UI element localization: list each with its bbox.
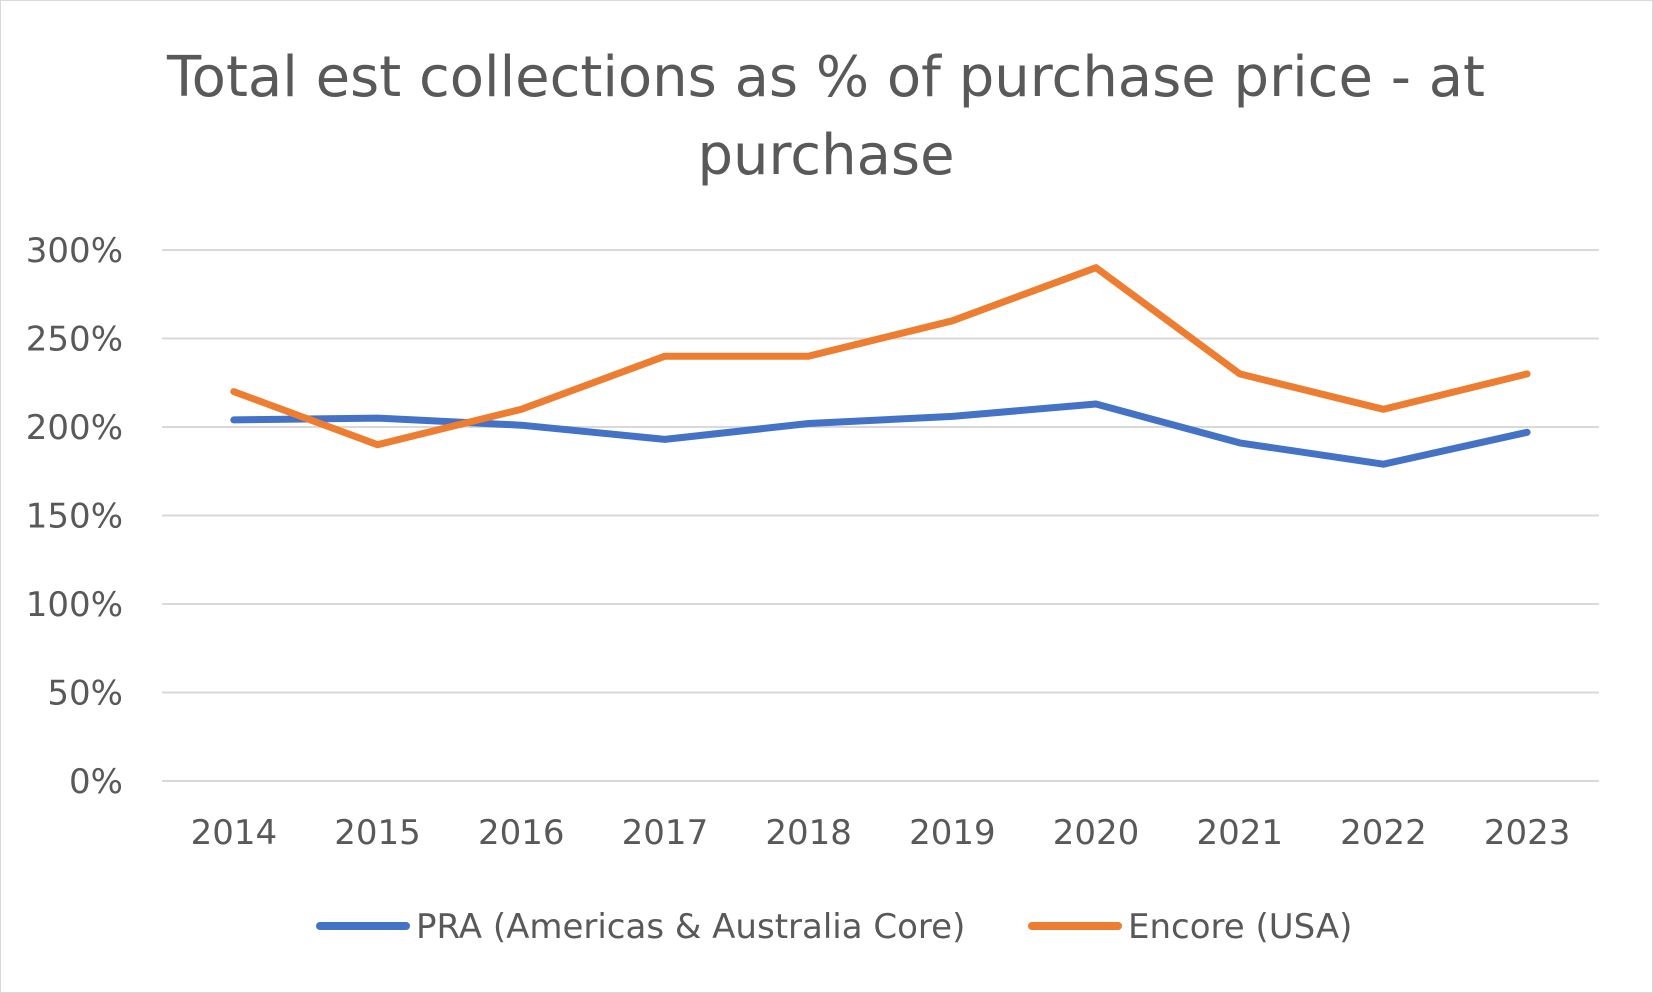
x-tick-label-2023: 2023 [1484, 813, 1571, 853]
x-tick-label-2019: 2019 [909, 813, 996, 853]
y-tick-label-0: 0% [69, 762, 123, 802]
y-tick-label-4: 200% [26, 408, 123, 448]
x-tick-label-2014: 2014 [191, 813, 278, 853]
gridlines [162, 249, 1599, 782]
y-tick-label-5: 250% [26, 320, 123, 360]
x-tick-label-2015: 2015 [334, 813, 421, 853]
y-tick-label-3: 150% [26, 497, 123, 537]
y-tick-label-6: 300% [26, 231, 123, 271]
chart-title-line-2: purchase [697, 123, 954, 188]
legend: PRA (Americas & Australia Core) Encore (… [316, 907, 1352, 947]
x-tick-label-2021: 2021 [1196, 813, 1283, 853]
x-tick-label-2018: 2018 [765, 813, 852, 853]
x-tick-label-2017: 2017 [622, 813, 709, 853]
chart-title: Total est collections as % of purchase p… [166, 45, 1485, 188]
x-tick-label-2016: 2016 [478, 813, 565, 853]
series-line-0 [230, 400, 1531, 468]
legend-label-pra: PRA (Americas & Australia Core) [416, 907, 965, 947]
legend-label-encore: Encore (USA) [1128, 907, 1352, 947]
y-axis-tick-labels: 0% 50% 100% 150% 200% 250% 300% [26, 231, 123, 802]
x-tick-label-2022: 2022 [1340, 813, 1427, 853]
x-axis-tick-labels: 2014 2015 2016 2017 2018 2019 2020 2021 2022 2023 [191, 813, 1571, 853]
series-lines [230, 264, 1531, 468]
chart-title-line-1: Total est collections as % of purchase p… [166, 45, 1485, 110]
y-tick-label-1: 50% [47, 674, 123, 714]
x-tick-label-2020: 2020 [1053, 813, 1140, 853]
series-line-1 [230, 264, 1531, 449]
y-tick-label-2: 100% [26, 585, 123, 625]
